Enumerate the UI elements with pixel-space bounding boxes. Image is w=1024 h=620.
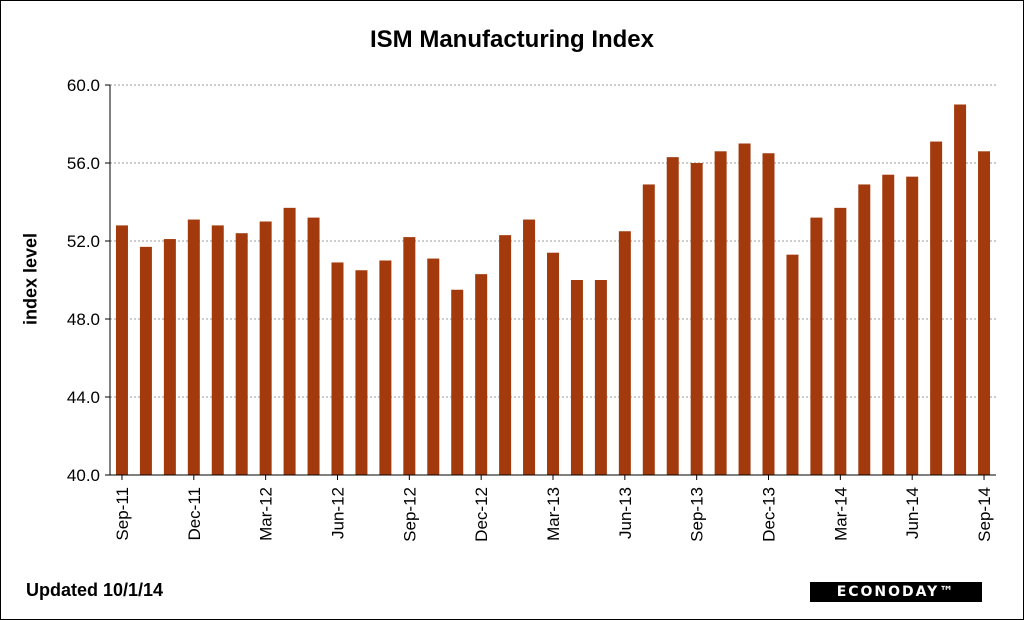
bar [211, 225, 224, 475]
bar [666, 157, 679, 475]
bar [642, 184, 655, 475]
y-tick-labels: 40.0 44.0 48.0 52.0 56.0 60.0 [67, 76, 100, 485]
bar [331, 262, 344, 475]
bar [547, 252, 559, 475]
bar [523, 219, 536, 475]
bar [858, 184, 871, 475]
bar [259, 221, 272, 475]
bar [115, 225, 128, 475]
x-tick-label: Dec-12 [472, 487, 491, 542]
x-tick-label: Jun-14 [903, 487, 922, 539]
y-tick-label: 52.0 [67, 232, 100, 251]
x-tick-labels: Sep-11 Dec-11 Mar-12 Jun-12 Sep-12 Dec-12 Mar-… [113, 487, 994, 542]
bar [618, 231, 631, 475]
bar [570, 280, 583, 475]
bar [355, 270, 368, 475]
y-tick-label: 40.0 [67, 466, 100, 485]
bar [139, 246, 152, 475]
y-tick-label: 60.0 [67, 76, 100, 95]
y-tick-label: 48.0 [67, 310, 100, 329]
bar [594, 280, 607, 475]
x-tick-label: Mar-13 [544, 487, 563, 541]
bar [475, 274, 488, 475]
x-tick-label: Dec-13 [760, 487, 779, 542]
bar [930, 141, 943, 476]
x-tick-label: Dec-11 [185, 487, 204, 541]
bar [978, 151, 991, 476]
axes [105, 84, 996, 480]
bar [283, 207, 296, 475]
x-tick-label: Sep-13 [688, 487, 707, 542]
bar [810, 217, 823, 475]
bar [762, 153, 775, 475]
x-tick-label: Jun-13 [616, 487, 635, 539]
bar [163, 239, 176, 475]
bar [427, 258, 440, 475]
bar [307, 217, 320, 475]
bar [403, 237, 416, 475]
bar [954, 104, 967, 475]
chart-title: ISM Manufacturing Index [369, 26, 654, 53]
y-tick-label: 44.0 [67, 388, 100, 407]
bar [235, 233, 248, 475]
y-tick-label: 56.0 [67, 154, 100, 173]
x-tick-label: Mar-14 [831, 487, 850, 541]
bar [451, 289, 464, 475]
bar [187, 219, 200, 475]
bars [115, 104, 991, 476]
updated-note: Updated 10/1/14 [26, 580, 164, 600]
x-tick-label: Jun-12 [328, 487, 347, 539]
x-tick-label: Sep-14 [975, 487, 994, 542]
x-tick-label: Sep-12 [400, 487, 419, 542]
bar [690, 163, 703, 475]
bar [882, 174, 895, 475]
bar [499, 235, 512, 475]
econoday-logo: ECONODAY™ [810, 582, 982, 602]
bar [786, 254, 799, 475]
bar [906, 176, 919, 475]
x-tick-label: Mar-12 [257, 487, 276, 541]
bar [379, 260, 392, 475]
x-tick-label: Sep-11 [113, 487, 132, 541]
bar [714, 151, 727, 476]
bar [738, 143, 751, 475]
bar [834, 207, 847, 475]
